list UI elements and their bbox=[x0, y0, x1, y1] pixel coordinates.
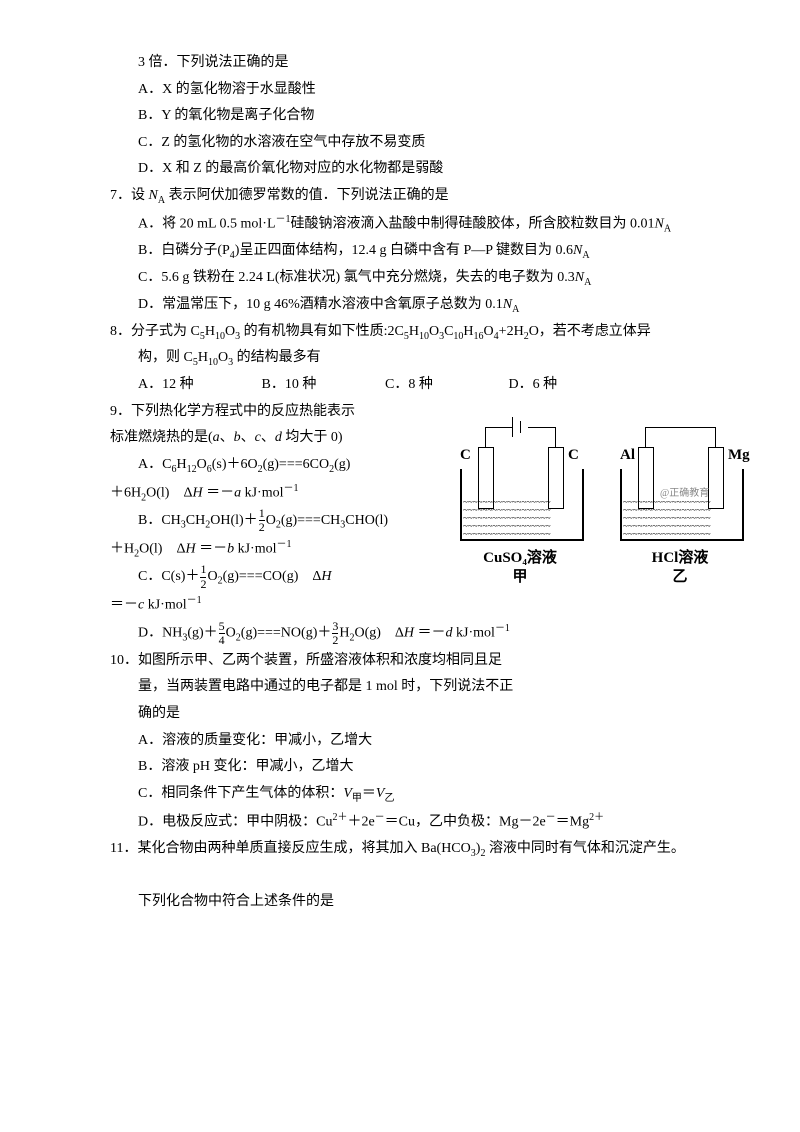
cell-jia-caption: CuSO₄溶液甲 bbox=[450, 549, 590, 588]
q7-opt-c: C．5.6 g 铁粉在 2.24 L(标准状况) 氯气中充分燃烧，失去的电子数为… bbox=[110, 265, 710, 292]
apparatus-figure: C C ~~~~~~~~~~~~~~~~~~~~~~~~~~~~~~~~~~~~… bbox=[450, 409, 750, 599]
q6-opt-a: A．X 的氢化物溶于水显酸性 bbox=[110, 77, 710, 104]
q8-opt-d: D．6 种 bbox=[509, 372, 629, 399]
q8-opt-c: C．8 种 bbox=[385, 372, 505, 399]
q11-stem2: 下列化合物中符合上述条件的是 bbox=[110, 889, 710, 916]
q6-opt-b: B．Y 的氧化物是离子化合物 bbox=[110, 103, 710, 130]
q9-opt-b-l2: ＋H2O(l) ΔH ＝－b kJ·mol－1 bbox=[110, 535, 400, 563]
q8-stem1: 8．分子式为 C5H10O3 的有机物具有如下性质:2C5H10O3C10H16… bbox=[110, 319, 710, 346]
q10-opt-a: A．溶液的质量变化：甲减小，乙增大 bbox=[110, 728, 710, 755]
cell-yi-el-r: Mg bbox=[728, 441, 750, 470]
cell-yi-el-l: Al bbox=[620, 441, 635, 470]
q6-opt-c: C．Z 的氢化物的水溶液在空气中存放不易变质 bbox=[110, 130, 710, 157]
q9-stem2: 标准燃烧热的是(a、b、c、d 均大于 0) bbox=[110, 425, 400, 452]
q9-opt-a-l2: ＋6H2O(l) ΔH ＝－a kJ·mol－1 bbox=[110, 479, 400, 507]
q9-opt-b-l1: B．CH3CH2OH(l)＋12O2(g)===CH3CHO(l) bbox=[110, 507, 400, 535]
q9-container: C C ~~~~~~~~~~~~~~~~~~~~~~~~~~~~~~~~~~~~… bbox=[110, 399, 710, 648]
q8-opt-b: B．10 种 bbox=[262, 372, 382, 399]
q6-opt-d: D．X 和 Z 的最高价氧化物对应的水化物都是弱酸 bbox=[110, 156, 710, 183]
q10-stem1: 10．如图所示甲、乙两个装置，所盛溶液体积和浓度均相同且足 bbox=[110, 648, 710, 675]
q8-stem2: 构，则 C5H10O3 的结构最多有 bbox=[110, 345, 710, 372]
q10-opt-b: B．溶液 pH 变化：甲减小，乙增大 bbox=[110, 754, 710, 781]
q7-opt-b: B．白磷分子(P4)呈正四面体结构，12.4 g 白磷中含有 P—P 键数目为 … bbox=[110, 238, 710, 265]
q10-opt-d: D．电极反应式：甲中阴极：Cu2＋＋2e－＝Cu，乙中负极：Mg－2e－＝Mg2… bbox=[110, 808, 710, 836]
q9-opt-d: D．NH3(g)＋54O2(g)===NO(g)＋32H2O(g) ΔH ＝－d… bbox=[110, 619, 710, 647]
watermark: @正确教育 bbox=[660, 484, 709, 503]
q7-stem: 7．设 NA 表示阿伏加德罗常数的值．下列说法正确的是 bbox=[110, 183, 710, 210]
q10-opt-c: C．相同条件下产生气体的体积：V甲＝V乙 bbox=[110, 781, 710, 808]
q9-opt-a-l1: A．C6H12O6(s)＋6O2(g)===6CO2(g) bbox=[110, 452, 400, 479]
exam-page: 3 倍．下列说法正确的是 A．X 的氢化物溶于水显酸性 B．Y 的氧化物是离子化… bbox=[0, 0, 800, 966]
q11-stem1: 11．某化合物由两种单质直接反应生成，将其加入 Ba(HCO3)2 溶液中同时有… bbox=[110, 836, 710, 863]
q10-stem3: 确的是 bbox=[110, 701, 710, 728]
q7-opt-a: A．将 20 mL 0.5 mol·L－1硅酸钠溶液滴入盐酸中制得硅酸胶体，所含… bbox=[110, 210, 710, 238]
q9-text: 9．下列热化学方程式中的反应热能表示 标准燃烧热的是(a、b、c、d 均大于 0… bbox=[110, 399, 400, 620]
q8-options: A．12 种 B．10 种 C．8 种 D．6 种 bbox=[110, 372, 710, 399]
q10-stem2: 量，当两装置电路中通过的电子都是 1 mol 时，下列说法不正 bbox=[110, 674, 710, 701]
cell-yi-caption: HCl溶液乙 bbox=[610, 549, 750, 588]
q9-stem1: 9．下列热化学方程式中的反应热能表示 bbox=[110, 399, 400, 426]
cell-jia-el-l: C bbox=[460, 441, 471, 470]
cell-jia-el-r: C bbox=[568, 441, 579, 470]
q9-opt-c-l1: C．C(s)＋12O2(g)===CO(g) ΔH bbox=[110, 563, 400, 591]
q6-stem-cont: 3 倍．下列说法正确的是 bbox=[110, 50, 710, 77]
q9-opt-c-l2: ＝－c kJ·mol－1 bbox=[110, 591, 400, 619]
q7-opt-d: D．常温常压下，10 g 46%酒精水溶液中含氧原子总数为 0.1NA bbox=[110, 292, 710, 319]
q8-opt-a: A．12 种 bbox=[138, 372, 258, 399]
